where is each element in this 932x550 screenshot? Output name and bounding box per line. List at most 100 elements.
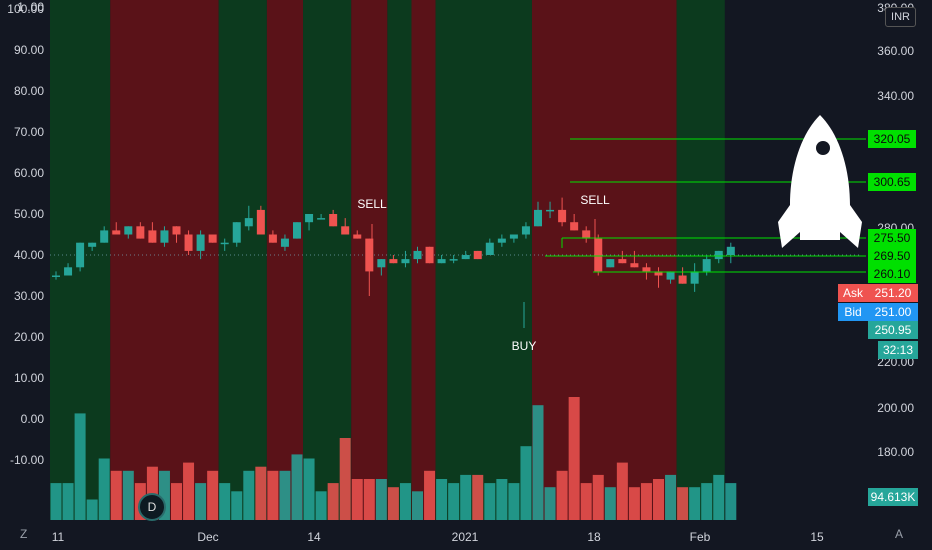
bar-countdown: 32:13 (878, 341, 918, 359)
candle-body (702, 259, 711, 272)
candle-body (582, 230, 591, 239)
candle-body (558, 209, 567, 223)
volume-bar (568, 397, 580, 520)
currency-button[interactable]: INR (885, 7, 916, 27)
time-axis-tick: 2021 (452, 530, 479, 544)
volume-bar (339, 438, 351, 520)
volume-bar (183, 462, 195, 520)
candle-body (534, 209, 542, 227)
interval-button[interactable]: D (138, 493, 166, 521)
right-axis-tick: 180.00 (877, 445, 914, 459)
left-axis-tick: 10.00 (14, 371, 44, 385)
candle-body (521, 226, 530, 235)
annotations: SELL SELL BUY (357, 193, 610, 353)
volume-bar (291, 454, 303, 520)
right-axis-tick: 200.00 (877, 401, 914, 415)
buy-signal-label: BUY (512, 339, 537, 353)
candle-body (594, 238, 603, 272)
volume-bar (387, 487, 399, 520)
candle-body (112, 230, 121, 235)
left-axis-tick: -10.00 (10, 453, 44, 467)
candle-body (244, 218, 253, 227)
sell-signal-label: SELL (580, 193, 610, 207)
candle-body (341, 226, 350, 235)
volume-bar (243, 470, 255, 520)
volume-bar (98, 458, 110, 520)
ask-label: Ask (838, 284, 868, 302)
candle-body (88, 242, 97, 247)
volume-bar (640, 483, 652, 520)
candle-body (160, 230, 169, 243)
candle-body (401, 259, 410, 264)
volume-bar (158, 470, 170, 520)
candle-body (329, 214, 338, 227)
candle-body (509, 234, 518, 239)
time-axis-tick: Dec (197, 530, 218, 544)
volume-bar (74, 413, 86, 520)
volume-bar (412, 491, 423, 520)
candle-body (570, 222, 579, 231)
time-axis-tick: 14 (307, 530, 321, 544)
candle-body (425, 246, 434, 264)
bid-label: Bid (838, 303, 868, 321)
candle-body (546, 209, 555, 212)
candle-body (461, 255, 470, 260)
candle-body (64, 267, 73, 276)
volume-bar (110, 470, 122, 520)
zoom-button[interactable]: Z (20, 527, 28, 541)
volume-bar (424, 470, 436, 520)
candle-body (293, 222, 301, 239)
volume-bar (375, 479, 387, 520)
candle-body (136, 226, 145, 239)
future-area (742, 0, 862, 520)
volume-bar (255, 466, 267, 520)
volume-bar (195, 483, 207, 520)
regime-band (303, 0, 352, 520)
volume-bar (713, 474, 725, 520)
volume-tag: 94.613K (868, 488, 918, 506)
right-axis-tick: 340.00 (877, 89, 914, 103)
candle-body (268, 234, 277, 243)
volume-bar (580, 483, 592, 520)
left-axis-tick: 100.00 (7, 2, 44, 16)
candle-body (413, 250, 422, 260)
candle-body (52, 275, 60, 277)
candle-body (654, 271, 663, 276)
candle-body (220, 242, 229, 245)
volume-bar (653, 479, 664, 520)
candle-body (726, 246, 735, 255)
volume-bar (351, 479, 363, 520)
volume-bar (689, 487, 701, 520)
candle-body (305, 214, 314, 223)
regime-band (266, 0, 304, 520)
left-axis-tick: 0.00 (21, 412, 45, 426)
volume-bar (315, 491, 327, 520)
right-axis-tick: 360.00 (877, 44, 914, 58)
volume-bar (665, 474, 677, 520)
volume-bar (219, 483, 231, 520)
level-tag-1: 320.05 (868, 130, 916, 148)
rocket-icon (778, 115, 862, 248)
volume-bar (460, 474, 472, 520)
volume-bar (279, 470, 291, 520)
candle-body (485, 242, 494, 255)
candle-body (148, 230, 157, 243)
volume-bar (50, 483, 62, 520)
left-axis-tick: 40.00 (14, 248, 44, 262)
left-axis-tick: 80.00 (14, 84, 44, 98)
volume-bar (677, 487, 689, 520)
volume-bar (207, 470, 219, 520)
candle-body (100, 230, 109, 243)
candle-body (172, 226, 181, 235)
volume-bar (303, 458, 315, 520)
volume-bar (399, 483, 411, 520)
candle-body (497, 238, 506, 243)
volume-bar (604, 487, 616, 520)
volume-bar (62, 483, 74, 520)
auto-scale-button[interactable]: A (895, 527, 904, 541)
candle-body (208, 234, 217, 243)
volume-bar (363, 479, 375, 520)
candle-body (642, 267, 651, 272)
candle-body (377, 259, 386, 268)
